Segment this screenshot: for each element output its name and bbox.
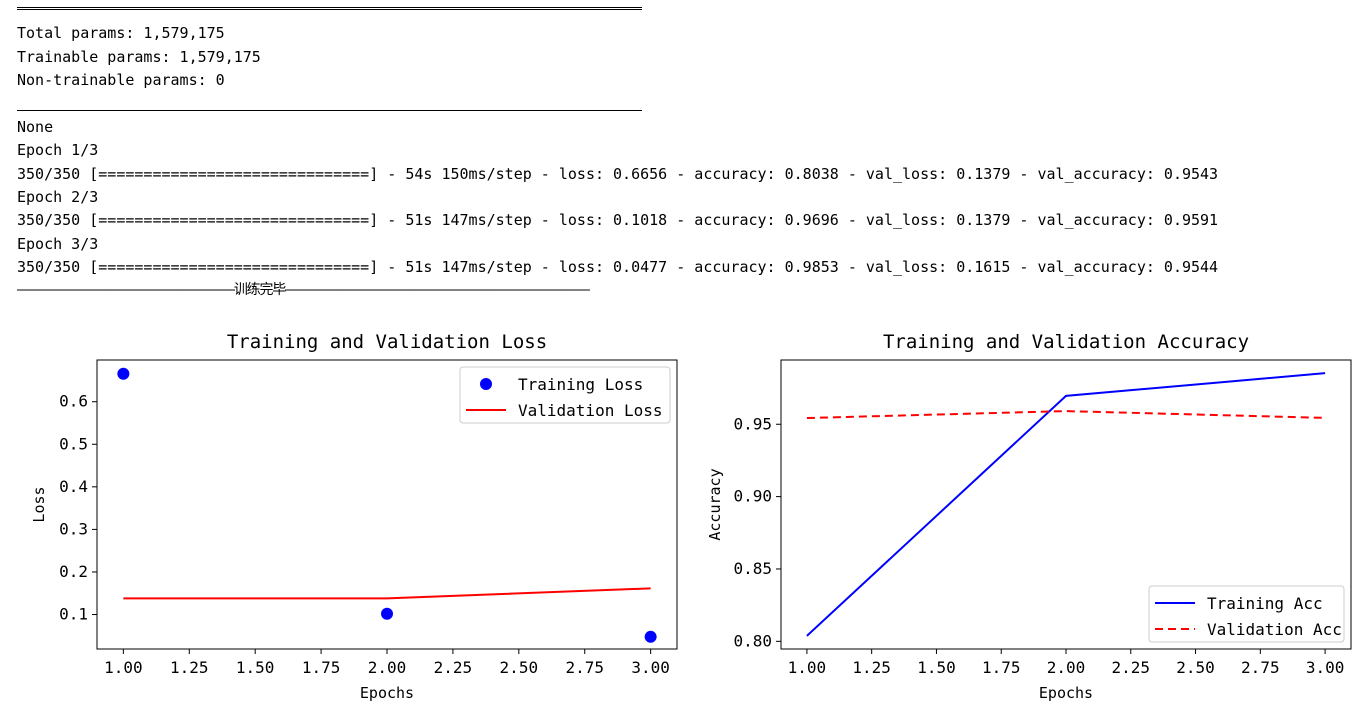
x-tick-label: 1.25 (170, 658, 209, 677)
legend-box (459, 366, 671, 424)
y-tick-label: 0.2 (59, 562, 88, 581)
x-tick-label: 1.25 (852, 658, 891, 677)
x-tick-label: 2.00 (368, 658, 407, 677)
y-tick-label: 0.6 (59, 392, 88, 411)
training-loss-point (644, 630, 657, 643)
y-tick-label: 0.1 (59, 605, 88, 624)
x-tick-label: 3.00 (631, 658, 670, 677)
validation-loss-line (123, 587, 651, 600)
epoch-1-progress: 350/350 [==============================]… (17, 165, 1219, 183)
legend-validation-acc-label: Validation Acc (1207, 620, 1342, 639)
legend-training-loss-label: Training Loss (518, 375, 643, 394)
epoch-3-header: Epoch 3/3 (17, 235, 99, 253)
y-tick-label: 0.4 (59, 477, 88, 496)
x-tick-label: 2.25 (434, 658, 473, 677)
y-axis-label: Loss (30, 486, 48, 522)
legend-training-acc-label: Training Acc (1207, 594, 1323, 613)
total-params-line: Total params: 1,579,175 (17, 24, 225, 42)
training-loss-point (381, 607, 393, 620)
validation-acc-line (806, 410, 1326, 420)
loss-chart: Training and Validation Loss 1.00 1.25 1.50… (30, 331, 678, 702)
separator-line (17, 110, 642, 111)
epoch-2-header: Epoch 2/3 (17, 188, 99, 206)
y-tick-label: 0.5 (59, 434, 88, 453)
epoch-3-progress: 350/350 [==============================]… (17, 258, 1219, 276)
x-axis-label: Epochs (360, 684, 414, 702)
x-tick-label: 2.50 (1176, 658, 1215, 677)
chart-title: Training and Validation Loss (227, 331, 547, 353)
legend-box (1148, 585, 1345, 643)
non-trainable-params-line: Non-trainable params: 0 (17, 71, 225, 89)
x-tick-label: 1.75 (302, 658, 341, 677)
epoch-1-header: Epoch 1/3 (17, 141, 99, 159)
epoch-2-progress: 350/350 [==============================]… (17, 211, 1219, 229)
y-tick-label: 0.3 (59, 519, 88, 538)
x-axis-label: Epochs (1039, 684, 1093, 702)
x-tick-label: 2.00 (1047, 658, 1086, 677)
x-tick-label: 1.75 (982, 658, 1021, 677)
y-tick-label: 0.85 (733, 559, 772, 578)
accuracy-chart: Training and Validation Accuracy 1.00 1.25… (706, 331, 1352, 702)
chart-title: Training and Validation Accuracy (883, 331, 1249, 353)
console-output: Total params: 1,579,175 Trainable params… (0, 0, 1355, 300)
x-tick-label: 1.00 (788, 658, 827, 677)
x-tick-label: 1.00 (104, 658, 143, 677)
separator-double (17, 7, 642, 10)
x-tick-label: 1.50 (917, 658, 956, 677)
none-line: None (17, 118, 54, 136)
y-axis-label: Accuracy (706, 468, 724, 540)
y-tick-label: 0.90 (733, 487, 772, 506)
training-loss-point (117, 367, 130, 380)
x-tick-label: 2.75 (1241, 658, 1280, 677)
legend-training-loss-marker (480, 378, 492, 390)
legend-validation-loss-label: Validation Loss (518, 401, 663, 420)
x-tick-label: 2.75 (565, 658, 604, 677)
x-tick-label: 3.00 (1306, 658, 1345, 677)
y-tick-label: 0.95 (733, 414, 772, 433)
y-tick-label: 0.80 (733, 631, 772, 650)
x-tick-label: 2.50 (500, 658, 539, 677)
x-tick-label: 2.25 (1112, 658, 1151, 677)
trainable-params-line: Trainable params: 1,579,175 (17, 48, 261, 66)
training-complete-line: ——————————————————————————————训练完毕——————… (17, 282, 590, 298)
x-tick-label: 1.50 (236, 658, 275, 677)
training-acc-line (806, 372, 1326, 637)
